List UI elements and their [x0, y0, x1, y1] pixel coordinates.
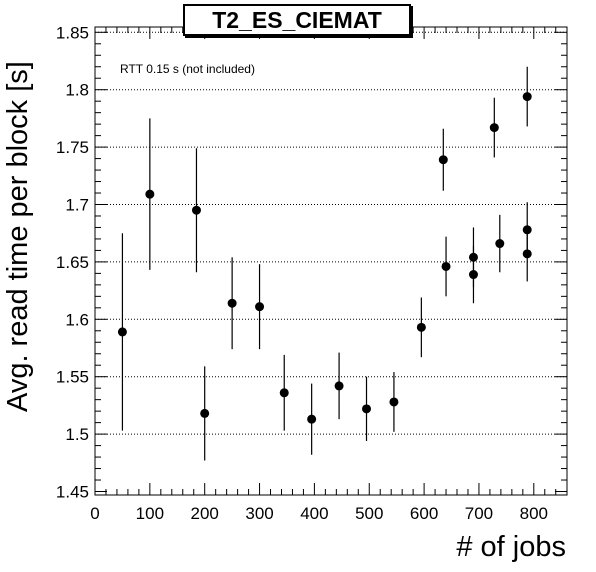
- data-point: [522, 249, 532, 259]
- y-tick-label: 1.85: [56, 23, 89, 42]
- rtt-annotation: RTT 0.15 s (not included): [120, 62, 255, 76]
- x-tick-labels: 0 100 200 300 400 500 600 700 800: [90, 504, 548, 523]
- chart-title: T2_ES_CIEMAT: [183, 4, 411, 36]
- plot-frame: [94, 26, 568, 496]
- y-tick-label: 1.65: [56, 253, 89, 272]
- x-tick-label: 600: [410, 504, 438, 523]
- data-point: [362, 404, 372, 414]
- data-point: [389, 397, 399, 407]
- y-tick-label: 1.45: [56, 483, 89, 502]
- y-axis-label: Avg. read time per block [s]: [2, 61, 34, 412]
- x-tick-label: 0: [90, 504, 99, 523]
- y-tick-labels: 1.45 1.5 1.55 1.6 1.65 1.7 1.75 1.8 1.85: [56, 23, 89, 501]
- y-tick-label: 1.6: [65, 310, 89, 329]
- data-point: [438, 155, 448, 165]
- data-point: [468, 270, 478, 280]
- data-point: [191, 205, 201, 215]
- data-point: [117, 327, 127, 337]
- data-point: [489, 123, 499, 133]
- data-points: [117, 66, 532, 461]
- data-point: [227, 298, 237, 308]
- data-point: [145, 189, 155, 199]
- data-point: [200, 408, 210, 418]
- x-tick-label: 300: [245, 504, 273, 523]
- x-tick-label: 400: [300, 504, 328, 523]
- y-tick-label: 1.75: [56, 138, 89, 157]
- data-point: [441, 261, 451, 271]
- y-tick-label: 1.55: [56, 368, 89, 387]
- data-point: [416, 322, 426, 332]
- data-point: [307, 414, 317, 424]
- y-tick-label: 1.8: [65, 81, 89, 100]
- x-tick-label: 100: [136, 504, 164, 523]
- data-point: [522, 92, 532, 102]
- data-point: [255, 302, 265, 312]
- data-point: [279, 388, 289, 398]
- y-tick-label: 1.7: [65, 196, 89, 215]
- y-tick-label: 1.5: [65, 425, 89, 444]
- x-tick-label: 800: [520, 504, 548, 523]
- x-axis-label: # of jobs: [456, 531, 566, 563]
- x-tick-label: 700: [465, 504, 493, 523]
- grid-lines: [95, 31, 567, 435]
- x-tick-label: 500: [355, 504, 383, 523]
- axis-ticks: [94, 27, 567, 495]
- x-tick-label: 200: [191, 504, 219, 523]
- data-point: [334, 381, 344, 391]
- data-point: [495, 239, 505, 249]
